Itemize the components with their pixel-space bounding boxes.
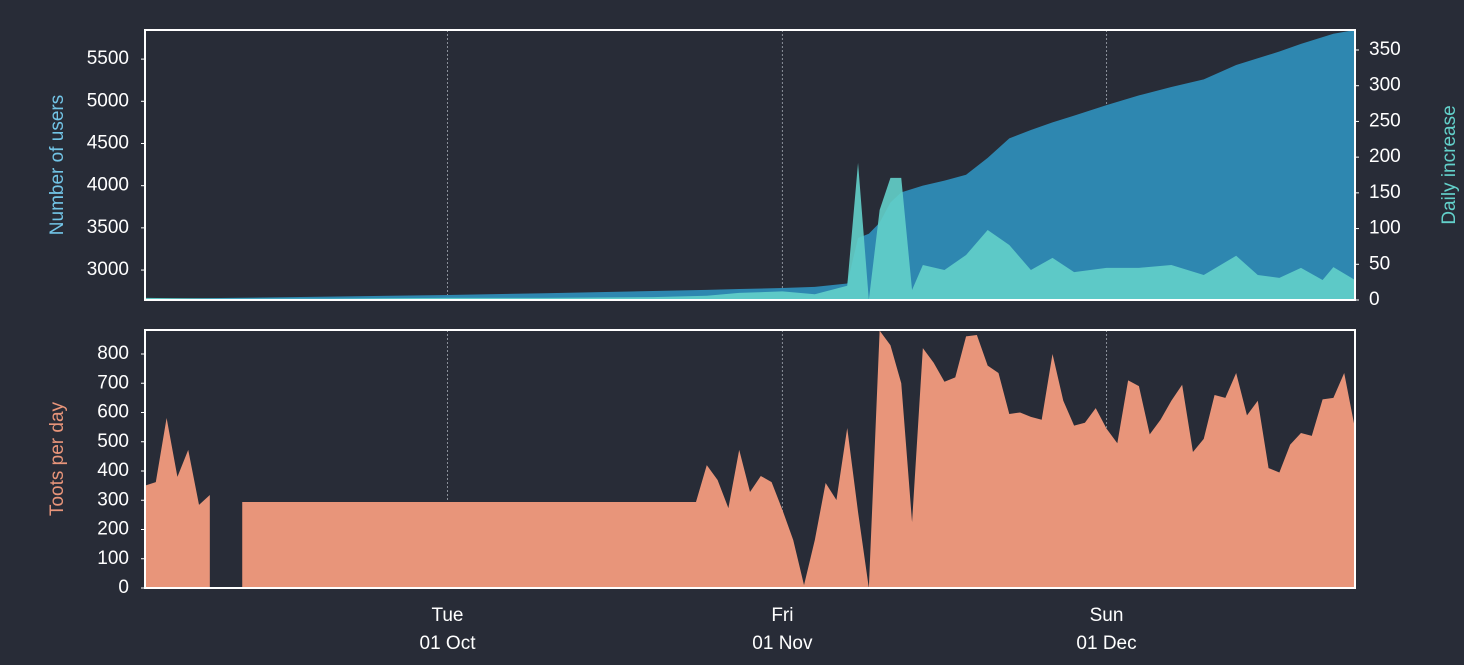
y-tick-label: 5500 <box>87 48 129 69</box>
y-tick-label: 800 <box>97 343 129 364</box>
area <box>145 418 210 588</box>
x-tick-weekday: Sun <box>1090 605 1124 626</box>
x-tick-weekday: Tue <box>431 605 463 626</box>
area <box>242 330 1355 588</box>
y2-tick-label: 350 <box>1369 39 1401 60</box>
y-tick-label: 100 <box>97 548 129 569</box>
x-tick-label: 01 Oct <box>420 633 477 654</box>
y2-tick-label: 0 <box>1369 289 1380 310</box>
y-tick-label: 500 <box>97 431 129 452</box>
area <box>145 30 1355 300</box>
y-tick-label: 3500 <box>87 217 129 238</box>
axis-title: Toots per day <box>47 401 68 516</box>
x-tick-weekday: Fri <box>771 605 793 626</box>
x-tick-label: 01 Nov <box>752 633 813 654</box>
y2-tick-label: 250 <box>1369 110 1401 131</box>
plot-frame <box>144 29 1356 301</box>
y2-tick-label: 50 <box>1369 253 1390 274</box>
y2-tick-label: 150 <box>1369 182 1401 203</box>
plot-frame <box>144 329 1356 589</box>
y-tick-label: 4500 <box>87 133 129 154</box>
y-tick-label: 3000 <box>87 259 129 280</box>
y2-tick-label: 100 <box>1369 218 1401 239</box>
y-tick-label: 5000 <box>87 90 129 111</box>
y-tick-label: 4000 <box>87 175 129 196</box>
y-tick-label: 200 <box>97 519 129 540</box>
y-tick-label: 300 <box>97 489 129 510</box>
area <box>145 162 1355 300</box>
y2-tick-label: 200 <box>1369 146 1401 167</box>
y-tick-label: 0 <box>118 577 129 598</box>
axis-title: Daily increase <box>1439 105 1460 224</box>
y-tick-label: 700 <box>97 372 129 393</box>
axis-title: Number of users <box>47 95 68 235</box>
y2-tick-label: 300 <box>1369 75 1401 96</box>
y-tick-label: 400 <box>97 460 129 481</box>
y-tick-label: 600 <box>97 402 129 423</box>
x-tick-label: 01 Dec <box>1076 633 1136 654</box>
